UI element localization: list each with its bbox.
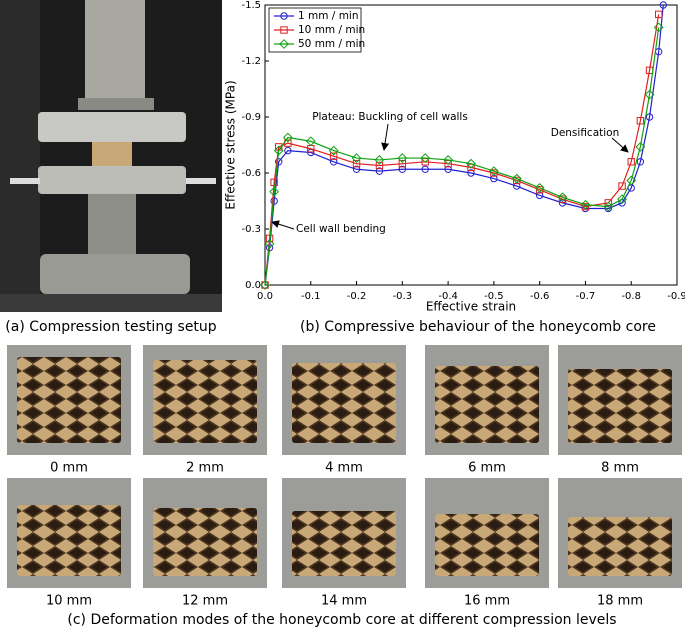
x-tick-label: -0.3	[393, 291, 413, 302]
annotation: Cell wall bending	[296, 223, 386, 235]
x-tick-label: -0.1	[301, 291, 321, 302]
honeycomb-photo	[17, 505, 121, 576]
legend-label: 1 mm / min	[298, 10, 359, 22]
tile-label: 18 mm	[597, 594, 643, 609]
x-tick-label: -0.6	[530, 291, 550, 302]
tile-label: 0 mm	[50, 461, 88, 476]
honeycomb-photo	[568, 369, 672, 443]
caption-c: (c) Deformation modes of the honeycomb c…	[67, 612, 616, 628]
tile-label: 8 mm	[601, 461, 639, 476]
y-tick-label: -0.6	[241, 168, 261, 179]
y-tick-label: -0.3	[241, 224, 261, 235]
honeycomb-photo	[435, 366, 539, 443]
tile-label: 16 mm	[464, 594, 510, 609]
plot: 0.0-0.1-0.2-0.3-0.4-0.5-0.6-0.7-0.8-0.90…	[224, 0, 685, 314]
y-tick-label: -0.9	[241, 112, 261, 123]
honeycomb-photo	[568, 517, 672, 576]
deformation-grid: 0 mm 2 mm 4 mm 6 mm 8 mm 10 mm 12 mm 14 mm 16 mm…	[7, 345, 682, 609]
series-line	[265, 14, 659, 285]
annotation: Densification	[551, 127, 620, 139]
annotation-arrow	[272, 222, 294, 229]
series-line	[265, 27, 659, 285]
x-tick-label: -0.2	[347, 291, 367, 302]
tile-label: 2 mm	[186, 461, 224, 476]
tile-label: 12 mm	[182, 594, 228, 609]
honeycomb-photo	[17, 357, 121, 443]
tile-label: 6 mm	[468, 461, 506, 476]
honeycomb-photo	[435, 514, 539, 576]
x-tick-label: 0.0	[257, 291, 273, 302]
caption-b: (b) Compressive behaviour of the honeyco…	[300, 319, 656, 335]
setup-photo	[0, 0, 222, 312]
annotation-arrow	[384, 124, 388, 150]
caption-a: (a) Compression testing setup	[5, 319, 217, 335]
honeycomb-photo	[292, 363, 396, 443]
x-tick-label: -0.8	[621, 291, 641, 302]
y-axis-label: Effective stress (MPa)	[224, 80, 238, 209]
tile-label: 10 mm	[46, 594, 92, 609]
x-axis-label: Effective strain	[426, 300, 516, 314]
legend-label: 10 mm / min	[298, 24, 365, 36]
legend-label: 50 mm / min	[298, 38, 365, 50]
x-tick-label: -0.7	[576, 291, 596, 302]
honeycomb-photo	[153, 360, 257, 443]
honeycomb-photo	[292, 511, 396, 576]
x-tick-label: -0.9	[667, 291, 685, 302]
tile-label: 4 mm	[325, 461, 363, 476]
y-tick-label: -1.5	[241, 0, 261, 11]
tile-label: 14 mm	[321, 594, 367, 609]
annotation-arrow	[612, 138, 628, 152]
honeycomb-photo	[153, 508, 257, 576]
y-tick-label: 0.0	[245, 280, 261, 291]
y-tick-label: -1.2	[241, 56, 261, 67]
annotation: Plateau: Buckling of cell walls	[312, 111, 468, 123]
